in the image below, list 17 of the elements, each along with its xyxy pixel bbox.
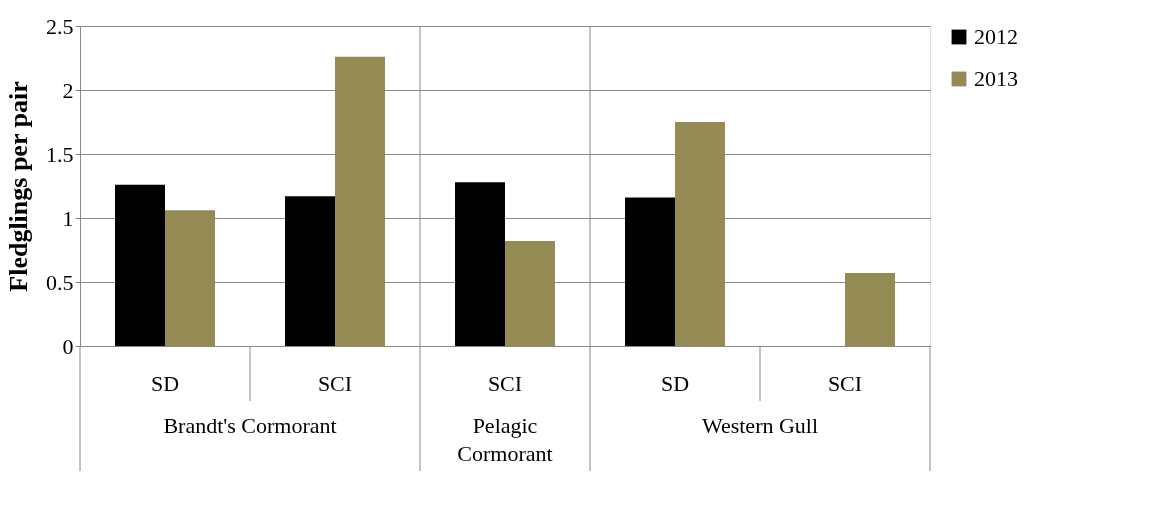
x-tick-label: SD [660,371,690,396]
text: Western Gull [701,413,819,438]
x-tick-label: SCI [317,371,353,396]
y-tick-label: 2.5 [46,13,74,39]
y-tick-label: 1 [62,205,74,231]
text: Pelagic Cormorant [457,413,553,466]
x-tick-label: SCI [827,371,863,396]
y-tick-label: 1.5 [46,141,74,167]
x-tick-label: SD [150,371,180,396]
y-axis-title: Fledglings per pair [4,81,33,292]
legend-label: 2012 [974,24,1018,49]
text: Brandt's Cormorant [163,413,337,438]
y-tick-label: 2 [62,77,74,103]
y-tick-label: 0 [62,333,74,359]
y-tick-label: 0.5 [46,269,74,295]
x-tick-label: SCI [487,371,523,396]
legend-label: 2013 [974,66,1018,91]
